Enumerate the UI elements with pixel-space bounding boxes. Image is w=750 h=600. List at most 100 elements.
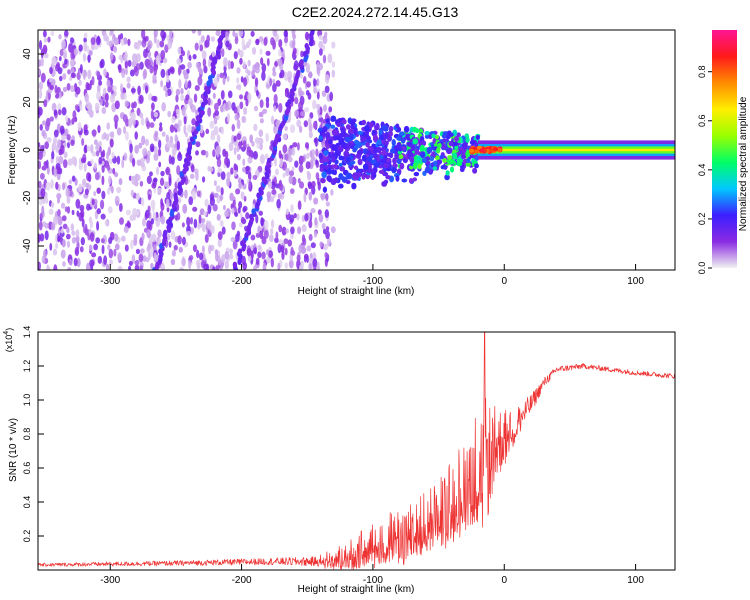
heatmap-cell xyxy=(96,142,101,150)
heatmap-cell xyxy=(324,31,328,38)
heatmap-cell xyxy=(426,146,433,154)
heatmap-cell xyxy=(47,91,51,101)
heatmap-cell xyxy=(195,171,199,181)
heatmap-cell xyxy=(399,162,405,170)
heatmap-cell xyxy=(331,128,337,136)
heatmap-cell xyxy=(177,152,183,162)
heatmap-cell xyxy=(355,153,362,159)
heatmap-cell xyxy=(324,74,330,84)
heatmap-cell xyxy=(321,132,327,138)
heatmap-cell xyxy=(96,90,102,101)
heatmap-cell xyxy=(238,30,244,38)
heatmap-cell xyxy=(96,71,101,78)
heatmap-cell xyxy=(149,65,154,74)
heatmap-cell xyxy=(107,158,113,165)
heatmap-cell xyxy=(314,136,318,147)
heatmap-cell xyxy=(164,44,169,53)
heatmap-cell xyxy=(103,32,108,42)
heatmap-cell xyxy=(192,54,197,60)
heatmap-cell xyxy=(95,237,101,244)
heatmap-cell xyxy=(149,143,155,153)
heatmap-cell xyxy=(53,216,59,226)
heatmap-cell xyxy=(223,204,226,211)
heatmap-cell xyxy=(82,53,87,62)
heatmap-cell xyxy=(298,164,304,173)
heatmap-cell xyxy=(62,87,68,93)
heatmap-cell xyxy=(375,122,380,130)
heatmap-cell xyxy=(304,142,310,149)
heatmap-cell xyxy=(170,230,176,240)
heatmap-cell xyxy=(225,101,229,112)
heatmap-cell xyxy=(256,142,260,149)
heatmap-cell xyxy=(151,95,157,102)
heatmap-cell xyxy=(133,101,137,109)
heatmap-cell xyxy=(141,30,146,39)
heatmap-cell xyxy=(253,247,257,255)
heatmap-cell xyxy=(268,234,274,243)
heatmap-cell xyxy=(186,216,191,227)
heatmap-cell xyxy=(113,37,119,46)
heatmap-cell xyxy=(88,244,93,252)
heatmap-cell xyxy=(51,151,55,160)
heatmap-cell xyxy=(313,230,318,238)
heatmap-cell xyxy=(283,71,289,81)
heatmap-cell xyxy=(401,145,406,151)
heatmap-cell xyxy=(173,110,177,117)
heatmap-cell xyxy=(233,146,237,156)
heatmap-cell xyxy=(147,42,151,51)
heatmap-cell xyxy=(63,52,67,60)
heatmap-cell xyxy=(220,126,224,135)
heatmap-cell xyxy=(136,42,141,50)
heatmap-cell xyxy=(315,172,320,180)
heatmap-cell xyxy=(260,57,264,65)
heatmap-cell xyxy=(238,201,243,209)
heatmap-cell xyxy=(133,233,138,241)
heatmap-cell xyxy=(157,187,162,194)
heatmap-cell xyxy=(424,167,431,174)
heatmap-cell xyxy=(102,149,106,158)
heatmap-cell xyxy=(421,157,427,164)
heatmap-cell xyxy=(235,188,241,195)
heatmap-cell xyxy=(126,220,130,228)
heatmap-cell xyxy=(82,70,86,81)
heatmap-cell xyxy=(226,176,231,187)
heatmap-cell xyxy=(449,166,455,173)
heatmap-cell xyxy=(157,148,162,157)
heatmap-cell xyxy=(409,156,415,164)
heatmap-cell xyxy=(220,187,224,196)
heatmap-cell xyxy=(280,158,284,166)
heatmap-cell xyxy=(88,50,93,56)
heatmap-cell xyxy=(306,62,310,72)
heatmap-cell xyxy=(297,226,302,235)
heatmap-cell xyxy=(466,158,471,163)
heatmap-cell xyxy=(413,171,420,177)
heatmap-cell xyxy=(428,134,433,139)
heatmap-cell xyxy=(247,92,252,103)
heatmap-cell xyxy=(238,222,243,228)
heatmap-cell xyxy=(265,132,269,142)
heatmap-cell xyxy=(247,69,251,76)
heatmap-cell xyxy=(190,164,195,173)
heatmap-cell xyxy=(91,129,97,137)
heatmap-cell xyxy=(255,257,260,266)
heatmap-cell xyxy=(101,190,106,200)
heatmap-cell xyxy=(442,157,447,163)
heatmap-cell xyxy=(325,230,330,240)
heatmap-cell xyxy=(67,141,70,149)
heatmap-cell xyxy=(313,87,318,94)
heatmap-cell xyxy=(294,96,299,105)
snr-y-tick-label: 0.6 xyxy=(22,462,32,475)
heatmap-cell xyxy=(249,213,254,220)
heatmap-cell xyxy=(283,30,288,38)
heatmap-cell xyxy=(390,148,396,154)
heatmap-cell xyxy=(266,57,270,67)
heatmap-cell xyxy=(59,75,63,82)
heatmap-cell xyxy=(181,257,186,267)
heatmap-cell xyxy=(213,192,219,198)
heatmap-cell xyxy=(86,145,91,152)
heatmap-cell xyxy=(326,175,332,182)
heatmap-cell xyxy=(176,58,182,65)
heatmap-cell xyxy=(445,170,450,176)
heatmap-cell xyxy=(493,147,499,152)
heatmap-cell xyxy=(72,110,77,120)
